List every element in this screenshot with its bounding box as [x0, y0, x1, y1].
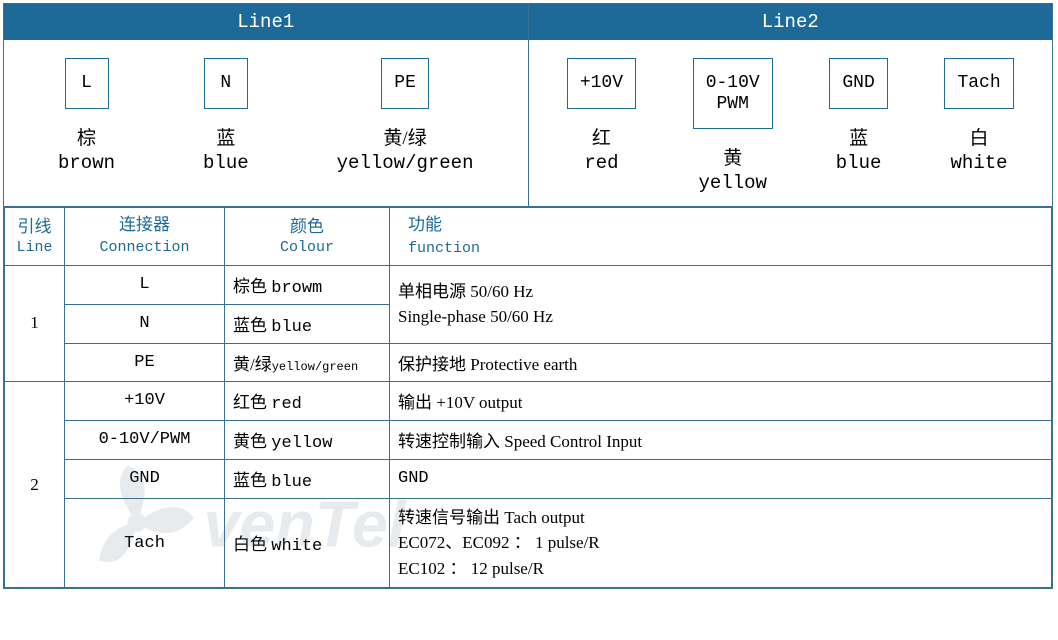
- row-1-l: 1 L 棕色 browm 单相电源 50/60 Hz Single-phase …: [5, 265, 1052, 304]
- terminal-box-l: L: [65, 58, 109, 109]
- cell-conn-tach: Tach: [65, 498, 225, 588]
- th-func-cn: 功能: [408, 215, 442, 234]
- terminal-cn-l: 棕: [77, 123, 96, 150]
- terminal-cn-pe: 黄/绿: [383, 123, 426, 150]
- cell-func-gnd: GND: [390, 459, 1052, 498]
- terminal-pe: PE 黄/绿 yellow/green: [337, 58, 474, 194]
- cell-color-gnd-en: blue: [271, 473, 312, 492]
- diagram-line1: L 棕 brown N 蓝 blue PE 黄/绿 yellow/green: [4, 40, 529, 206]
- cell-color-pe-cn: 黄/绿: [233, 355, 272, 374]
- cell-color-tach: 白色 white: [225, 498, 390, 588]
- terminal-en-tach: white: [951, 152, 1008, 174]
- cell-color-pwm-cn: 黄色: [233, 432, 271, 451]
- terminal-cn-tach: 白: [970, 123, 989, 150]
- cell-color-10v: 红色 red: [225, 381, 390, 420]
- table-header-row: 引线 Line 连接器 Connection 颜色 Colour 功能 func…: [5, 208, 1052, 266]
- cell-color-gnd: 蓝色 blue: [225, 459, 390, 498]
- terminal-tach: Tach 白 white: [944, 58, 1013, 194]
- cell-conn-l: L: [65, 265, 225, 304]
- th-color-en: Colour: [233, 238, 381, 258]
- row-1-pe: PE 黄/绿yellow/green 保护接地 Protective earth: [5, 343, 1052, 381]
- th-func: 功能 function: [390, 208, 1052, 266]
- cell-color-10v-cn: 红色: [233, 393, 271, 412]
- terminal-cn-pwm: 黄: [723, 143, 742, 170]
- cell-color-pe: 黄/绿yellow/green: [225, 343, 390, 381]
- diagram-line2: +10V 红 red 0-10V PWM 黄 yellow GND 蓝 blue…: [529, 40, 1053, 206]
- th-color: 颜色 Colour: [225, 208, 390, 266]
- terminal-en-n: blue: [203, 152, 249, 174]
- terminal-n: N 蓝 blue: [203, 58, 249, 194]
- th-line-en: Line: [13, 238, 56, 258]
- terminal-box-pwm: 0-10V PWM: [693, 58, 773, 129]
- th-line-cn: 引线: [13, 216, 56, 238]
- terminal-cn-gnd: 蓝: [849, 123, 868, 150]
- cell-color-n-en: blue: [271, 318, 312, 337]
- terminal-box-n: N: [204, 58, 248, 109]
- th-conn-en: Connection: [73, 238, 216, 258]
- cell-conn-10v: +10V: [65, 381, 225, 420]
- header-line1: Line1: [4, 4, 529, 40]
- header-line2: Line2: [529, 4, 1053, 40]
- cell-color-n: 蓝色 blue: [225, 304, 390, 343]
- terminal-box-pe: PE: [381, 58, 429, 109]
- terminal-box-tach: Tach: [944, 58, 1013, 109]
- row-2-pwm: 0-10V/PWM 黄色 yellow 转速控制输入 Speed Control…: [5, 420, 1052, 459]
- terminal-en-pe: yellow/green: [337, 152, 474, 174]
- cell-color-l-en: browm: [271, 279, 322, 298]
- cell-conn-pwm: 0-10V/PWM: [65, 420, 225, 459]
- cell-color-pe-en: yellow/green: [272, 360, 358, 374]
- spec-table: 引线 Line 连接器 Connection 颜色 Colour 功能 func…: [4, 207, 1052, 588]
- cell-color-l-cn: 棕色: [233, 277, 271, 296]
- row-2-10v: 2 +10V 红色 red 输出 +10V output: [5, 381, 1052, 420]
- cell-func-pe: 保护接地 Protective earth: [390, 343, 1052, 381]
- terminal-gnd: GND 蓝 blue: [829, 58, 887, 194]
- terminal-box-10v: +10V: [567, 58, 636, 109]
- header-row: Line1 Line2: [4, 4, 1052, 40]
- row-2-tach: Tach 白色 white 转速信号输出 Tach output EC072、E…: [5, 498, 1052, 588]
- cell-func-tach: 转速信号输出 Tach output EC072、EC092 ： 1 pulse…: [390, 498, 1052, 588]
- diagram-row: L 棕 brown N 蓝 blue PE 黄/绿 yellow/green +…: [4, 40, 1052, 207]
- row-2-gnd: GND 蓝色 blue GND: [5, 459, 1052, 498]
- cell-color-10v-en: red: [271, 395, 302, 414]
- cell-conn-n: N: [65, 304, 225, 343]
- cell-color-pwm: 黄色 yellow: [225, 420, 390, 459]
- terminal-en-l: brown: [58, 152, 115, 174]
- cell-color-tach-cn: 白色: [233, 535, 271, 554]
- wiring-spec-container: Line1 Line2 L 棕 brown N 蓝 blue PE 黄/绿 ye…: [3, 3, 1053, 589]
- th-conn-cn: 连接器: [73, 216, 216, 238]
- th-func-en: function: [408, 240, 480, 257]
- terminal-en-pwm: yellow: [699, 172, 767, 194]
- terminal-cn-n: 蓝: [216, 123, 235, 150]
- terminal-l: L 棕 brown: [58, 58, 115, 194]
- th-color-cn: 颜色: [233, 216, 381, 238]
- cell-line-1: 1: [5, 265, 65, 381]
- cell-conn-pe: PE: [65, 343, 225, 381]
- terminal-en-gnd: blue: [836, 152, 882, 174]
- terminal-pwm: 0-10V PWM 黄 yellow: [693, 58, 773, 194]
- cell-color-gnd-cn: 蓝色: [233, 471, 271, 490]
- cell-func-pwm: 转速控制输入 Speed Control Input: [390, 420, 1052, 459]
- cell-color-n-cn: 蓝色: [233, 316, 271, 335]
- th-line: 引线 Line: [5, 208, 65, 266]
- cell-color-pwm-en: yellow: [271, 434, 332, 453]
- cell-func-10v: 输出 +10V output: [390, 381, 1052, 420]
- cell-conn-gnd: GND: [65, 459, 225, 498]
- terminal-10v: +10V 红 red: [567, 58, 636, 194]
- cell-line-2: 2: [5, 381, 65, 588]
- terminal-cn-10v: 红: [592, 123, 611, 150]
- th-conn: 连接器 Connection: [65, 208, 225, 266]
- cell-func-power: 单相电源 50/60 Hz Single-phase 50/60 Hz: [390, 265, 1052, 343]
- cell-color-l: 棕色 browm: [225, 265, 390, 304]
- terminal-en-10v: red: [584, 152, 618, 174]
- terminal-box-gnd: GND: [829, 58, 887, 109]
- cell-color-tach-en: white: [271, 537, 322, 556]
